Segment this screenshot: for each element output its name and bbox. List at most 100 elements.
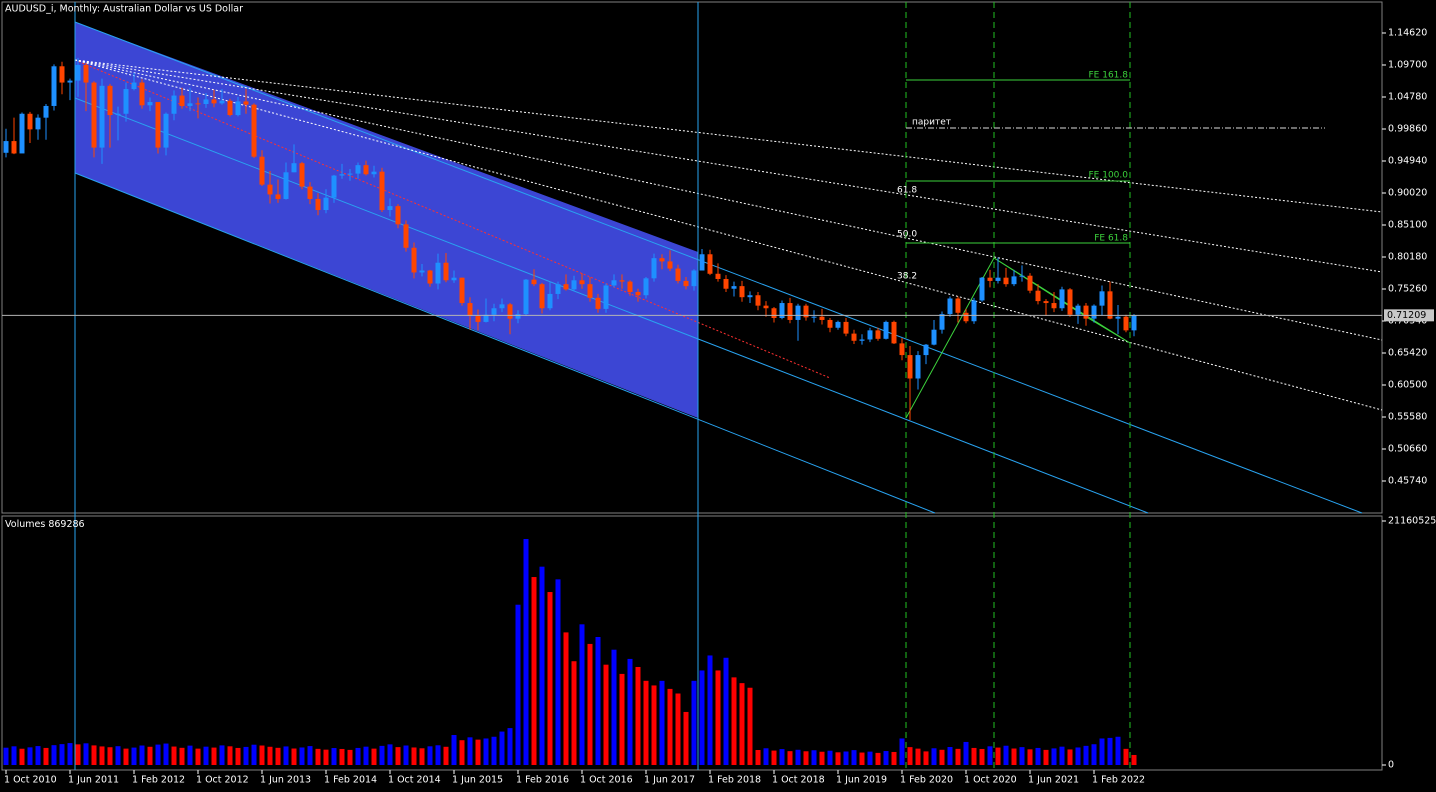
volume-bars bbox=[3, 538, 1137, 765]
volume-bar bbox=[627, 658, 633, 765]
fan-line bbox=[74, 59, 1383, 273]
volume-bar bbox=[35, 746, 41, 765]
y-tick-label: 0.94940 bbox=[1388, 155, 1427, 166]
candle-body bbox=[1051, 303, 1057, 309]
fe-label: FE 100.0 bbox=[1089, 171, 1129, 181]
volume-bar bbox=[291, 748, 297, 765]
candle-body bbox=[363, 165, 369, 175]
volume-bar bbox=[275, 747, 281, 765]
y-tick-label: 0.45740 bbox=[1388, 475, 1427, 486]
x-tick-label: 1 Oct 2016 bbox=[580, 775, 633, 786]
candle-body bbox=[891, 321, 897, 344]
candle-body bbox=[283, 172, 289, 199]
volume-bar bbox=[811, 750, 817, 765]
candle-body bbox=[27, 113, 33, 130]
x-tick-label: 1 Oct 2012 bbox=[196, 775, 249, 786]
candle-body bbox=[275, 194, 281, 199]
x-tick-label: 1 Feb 2022 bbox=[1092, 775, 1145, 786]
candle-body bbox=[499, 304, 505, 309]
candle-body bbox=[579, 280, 585, 285]
volume-bar bbox=[107, 747, 113, 765]
candle-body bbox=[827, 319, 833, 328]
regression-channel bbox=[75, 22, 698, 418]
volume-bar bbox=[387, 744, 393, 765]
volume-bar bbox=[459, 740, 465, 765]
y-tick-label: 0.85100 bbox=[1388, 219, 1427, 230]
volume-title: Volumes 869286 bbox=[5, 519, 85, 530]
volume-bar bbox=[507, 728, 513, 765]
candle-body bbox=[1059, 289, 1065, 309]
candle-body bbox=[939, 314, 945, 330]
candle-body bbox=[131, 82, 137, 90]
candle-body bbox=[11, 141, 17, 154]
x-tick-label: 1 Feb 2020 bbox=[900, 775, 953, 786]
candle-body bbox=[563, 284, 569, 290]
x-tick-label: 1 Oct 2018 bbox=[772, 775, 825, 786]
candle-body bbox=[451, 277, 457, 281]
volume-bar bbox=[91, 745, 97, 765]
volume-bar bbox=[67, 743, 73, 765]
candle-body bbox=[587, 284, 593, 298]
candle-body bbox=[1027, 275, 1033, 291]
candle-body bbox=[899, 343, 905, 356]
candle-body bbox=[675, 268, 681, 281]
volume-bar bbox=[499, 731, 505, 765]
volume-bar bbox=[547, 592, 553, 765]
candle-body bbox=[1099, 291, 1105, 306]
fan-line bbox=[74, 59, 1383, 411]
volume-bar bbox=[419, 748, 425, 765]
volume-bar bbox=[859, 752, 865, 765]
candle-body bbox=[179, 95, 185, 106]
candle-body bbox=[235, 101, 241, 116]
volume-bar bbox=[147, 746, 153, 765]
parity-label: паритет bbox=[912, 118, 951, 128]
candle-body bbox=[811, 316, 817, 318]
volume-bar bbox=[211, 747, 217, 765]
candle-body bbox=[859, 339, 865, 341]
volume-bar bbox=[691, 680, 697, 765]
candle-body bbox=[635, 291, 641, 296]
volume-bar bbox=[219, 745, 225, 765]
volume-bar bbox=[995, 747, 1001, 765]
candle-body bbox=[299, 163, 305, 187]
volume-bar bbox=[171, 746, 177, 765]
candle-body bbox=[1067, 289, 1073, 315]
candle-body bbox=[835, 321, 841, 328]
candle-body bbox=[1075, 305, 1081, 315]
candle-body bbox=[467, 303, 473, 317]
volume-bar bbox=[1027, 749, 1033, 765]
y-tick-label: 0.80180 bbox=[1388, 251, 1427, 262]
candle-body bbox=[443, 262, 449, 281]
candles bbox=[3, 57, 1137, 421]
candle-body bbox=[1011, 276, 1017, 285]
candle-body bbox=[1131, 315, 1137, 331]
volume-bar bbox=[531, 577, 537, 765]
volume-bar bbox=[643, 680, 649, 765]
volume-bar bbox=[299, 747, 305, 765]
fan-line bbox=[74, 59, 1383, 213]
volume-bar bbox=[483, 738, 489, 765]
volume-bar bbox=[963, 741, 969, 765]
volume-bar bbox=[891, 751, 897, 765]
volume-bar bbox=[283, 746, 289, 765]
volume-bar bbox=[235, 747, 241, 765]
x-tick-label: 1 Feb 2014 bbox=[324, 775, 377, 786]
candle-body bbox=[139, 82, 145, 106]
fan-line bbox=[74, 59, 1383, 341]
candle-body bbox=[1043, 301, 1049, 304]
volume-bar bbox=[595, 637, 601, 765]
x-tick-label: 1 Feb 2012 bbox=[132, 775, 185, 786]
candle-body bbox=[267, 184, 273, 195]
candle-body bbox=[995, 277, 1001, 281]
x-tick-label: 1 Oct 2014 bbox=[388, 775, 441, 786]
volume-bar bbox=[555, 579, 561, 765]
volume-bar bbox=[1131, 754, 1137, 765]
candle-body bbox=[155, 102, 161, 148]
volume-bar bbox=[715, 670, 721, 765]
price-label: 0.71209 bbox=[1387, 310, 1426, 321]
candle-body bbox=[659, 258, 665, 262]
candle-body bbox=[243, 101, 249, 105]
volume-bar bbox=[43, 747, 49, 765]
candle-body bbox=[387, 206, 393, 211]
y-tick-label: 21160525 bbox=[1388, 516, 1436, 527]
